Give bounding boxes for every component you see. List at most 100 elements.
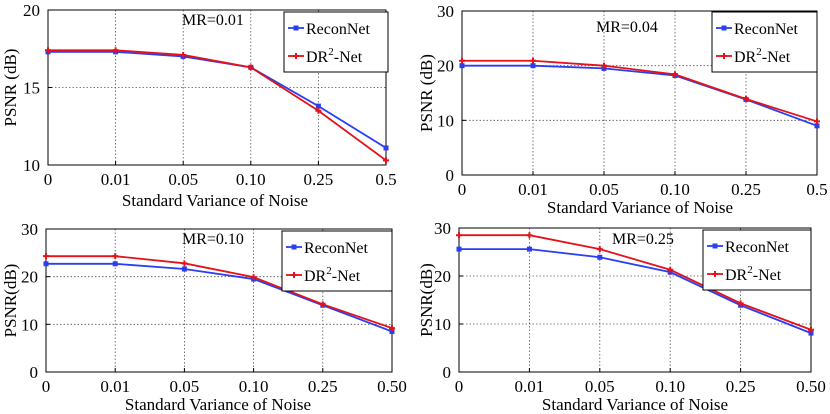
x-tick-label: 0.01 xyxy=(101,170,131,189)
y-tick-label: 10 xyxy=(23,156,40,175)
legend-label-reconnet: ReconNet xyxy=(304,240,369,257)
series-line xyxy=(462,59,818,123)
mr-annotation: MR=0.10 xyxy=(182,231,244,248)
chart-panel-3: 0 0.01 0.05 0.10 0.25 0.50 0 10 20 30 Standard Var… xyxy=(1,220,407,414)
data-point-square xyxy=(814,123,820,129)
data-point-plus xyxy=(808,326,814,333)
legend-marker-reconnet xyxy=(293,25,299,31)
legend-label-reconnet: ReconNet xyxy=(306,21,371,38)
data-point-plus xyxy=(43,253,49,260)
x-tick-label: 0.05 xyxy=(168,170,198,189)
data-point-plus xyxy=(383,157,389,164)
data-point-plus xyxy=(601,62,607,69)
x-tick-label: 0.01 xyxy=(515,377,545,396)
y-axis-label: PSNR(dB) xyxy=(417,263,436,337)
x-axis-label: Standard Variance of Noise xyxy=(122,191,308,210)
legend-marker-reconnet xyxy=(291,244,297,250)
legend-label-dr2net: DR2-Net xyxy=(734,46,791,66)
data-point-square xyxy=(389,328,395,334)
x-tick-label: 0.5 xyxy=(806,180,827,199)
x-tick-label: 0.01 xyxy=(518,180,548,199)
y-tick-label: 15 xyxy=(23,79,40,98)
y-tick-label: 0 xyxy=(446,166,455,185)
legend-box xyxy=(711,11,818,73)
data-point-plus xyxy=(672,71,678,78)
y-tick-label: 10 xyxy=(437,111,454,130)
x-tick-label: 0 xyxy=(42,377,51,396)
y-tick-label: 20 xyxy=(437,57,454,76)
legend-label-dr2net-main: DR xyxy=(725,267,748,284)
x-tick-label: 0 xyxy=(44,170,53,189)
series-dr2net xyxy=(43,253,395,332)
legend-box xyxy=(281,230,393,292)
mr-annotation: MR=0.01 xyxy=(182,12,244,29)
gridlines xyxy=(459,228,811,372)
legend-marker-reconnet xyxy=(721,25,727,31)
x-tick-label: 0 xyxy=(455,377,464,396)
series-dr2net xyxy=(45,47,389,164)
data-point-square xyxy=(456,246,462,252)
x-tick-label: 0.05 xyxy=(585,377,615,396)
data-point-plus xyxy=(456,232,462,239)
data-point-square xyxy=(597,254,603,260)
y-tick-label: 30 xyxy=(434,219,451,238)
x-tick-label: 0.25 xyxy=(726,377,756,396)
x-axis-label: Standard Variance of Noise xyxy=(542,395,728,414)
data-point-square xyxy=(526,246,532,252)
legend-marker-reconnet xyxy=(712,243,718,249)
series-dr2net xyxy=(456,232,814,333)
data-point-plus xyxy=(181,260,188,267)
chart-panel-2: 0 0.01 0.05 0.10 0.25 0.5 0 10 20 30 Standard Vari… xyxy=(417,2,828,217)
series-line xyxy=(48,49,387,162)
x-tick-label: 0 xyxy=(458,180,467,199)
legend-label-dr2net: DR2-Net xyxy=(304,265,361,285)
legend: ReconNet DR2-Net xyxy=(702,229,812,291)
x-tick-label: 0.25 xyxy=(308,377,338,396)
data-point-plus xyxy=(315,107,322,114)
data-point-plus xyxy=(112,47,119,54)
data-point-plus xyxy=(737,300,744,307)
legend-label-dr2net: DR2-Net xyxy=(306,46,363,66)
series-line xyxy=(459,234,812,331)
plot-frame xyxy=(461,10,818,176)
legend-label-dr2net-main: DR xyxy=(734,49,757,66)
legend-label-dr2net-rest: -Net xyxy=(753,267,782,284)
data-point-plus xyxy=(319,301,326,308)
x-tick-label: 0.50 xyxy=(796,377,826,396)
legend-label-reconnet: ReconNet xyxy=(725,239,790,256)
legend-marker-dr2net xyxy=(291,272,297,278)
x-axis-label: Standard Variance of Noise xyxy=(125,395,311,414)
x-tick-label: 0.10 xyxy=(236,170,266,189)
data-point-plus xyxy=(743,96,749,103)
legend-box xyxy=(702,229,812,291)
legend-marker-dr2net xyxy=(293,53,299,59)
series-line xyxy=(459,248,812,334)
legend-label-dr2net-sup: 2 xyxy=(756,46,762,58)
y-tick-label: 0 xyxy=(443,363,452,382)
x-tick-label: 0.05 xyxy=(170,377,200,396)
data-point-square xyxy=(383,145,389,151)
legend-label-dr2net-rest: -Net xyxy=(332,268,361,285)
x-tick-label: 0.50 xyxy=(377,377,407,396)
legend-label-dr2net-main: DR xyxy=(306,49,329,66)
data-point-plus xyxy=(180,51,187,58)
data-point-square xyxy=(181,266,187,272)
gridlines xyxy=(462,11,817,175)
legend-marker-dr2net xyxy=(712,271,718,277)
legend-label-reconnet: ReconNet xyxy=(734,21,799,38)
data-point-plus xyxy=(250,274,257,281)
legend-label-dr2net-sup: 2 xyxy=(747,264,753,276)
plot-frame xyxy=(458,227,812,373)
data-point-plus xyxy=(45,47,51,54)
series-line xyxy=(46,262,393,333)
data-point-plus xyxy=(667,266,674,273)
chart-panel-1: 0 0.01 0.05 0.10 0.25 0.5 10 15 20 Standard Varia… xyxy=(1,1,397,210)
y-tick-label: 10 xyxy=(434,315,451,334)
x-tick-label: 0.01 xyxy=(100,377,130,396)
legend-label-dr2net-rest: -Net xyxy=(762,49,791,66)
data-point-plus xyxy=(112,253,119,260)
data-point-plus xyxy=(596,246,603,253)
y-axis-label: PSNR (dB) xyxy=(1,49,20,127)
legend-label-dr2net-sup: 2 xyxy=(328,46,334,58)
